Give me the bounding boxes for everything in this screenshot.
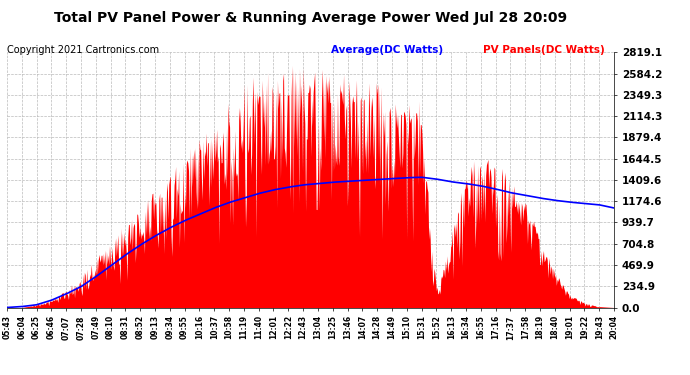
Text: Copyright 2021 Cartronics.com: Copyright 2021 Cartronics.com <box>7 45 159 55</box>
Text: PV Panels(DC Watts): PV Panels(DC Watts) <box>483 45 604 55</box>
Text: Average(DC Watts): Average(DC Watts) <box>331 45 443 55</box>
Text: Total PV Panel Power & Running Average Power Wed Jul 28 20:09: Total PV Panel Power & Running Average P… <box>54 11 567 25</box>
